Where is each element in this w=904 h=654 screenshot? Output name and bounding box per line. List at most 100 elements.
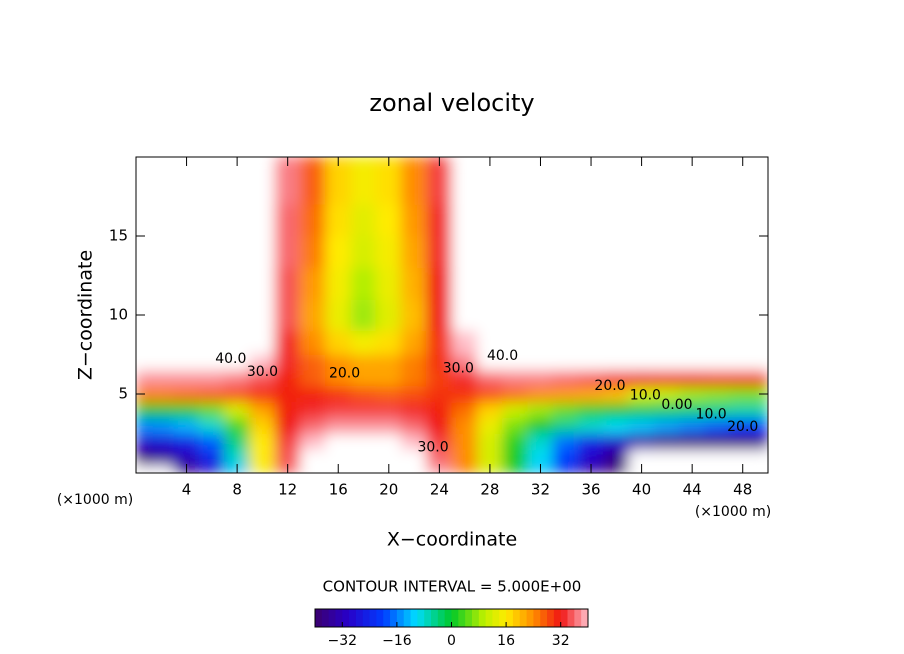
field-cell [400, 433, 428, 450]
field-cell [451, 369, 478, 387]
field-cell [628, 448, 655, 466]
field-cell [426, 417, 453, 434]
field-cell [679, 354, 706, 371]
field-cell [173, 401, 200, 419]
field-cell [426, 433, 453, 450]
field-cell [274, 203, 301, 237]
field-cell [476, 267, 504, 300]
colorbar-swatch [335, 609, 343, 627]
field-cell [249, 401, 276, 419]
colorbar-swatch [471, 609, 480, 627]
field-cell [325, 385, 352, 403]
y-tick-label: 15 [109, 227, 128, 245]
field-cell [136, 433, 150, 450]
field-cell [603, 298, 630, 332]
field-cell [527, 330, 554, 355]
field-cell [400, 385, 428, 403]
field-cell [502, 298, 529, 332]
field-cell [577, 417, 605, 434]
field-cell [577, 354, 605, 371]
colorbar-swatch [458, 609, 466, 627]
field-cell [274, 369, 301, 387]
field-cell [426, 385, 453, 403]
field-cell [476, 172, 504, 205]
field-cell [198, 448, 225, 466]
field-cell [148, 267, 175, 300]
x-axis-label: X−coordinate [387, 529, 517, 551]
field-cell [729, 298, 756, 332]
field-cell [729, 354, 756, 371]
field-cell [426, 448, 453, 466]
field-cell [451, 417, 478, 434]
field-cell [577, 298, 605, 332]
field-cell [502, 330, 529, 355]
field-cell [552, 417, 579, 434]
field-cell [198, 354, 225, 371]
field-cell [173, 172, 200, 205]
field-cell [274, 330, 301, 355]
field-cell [198, 235, 225, 269]
field-cell [148, 464, 175, 473]
field-cell [704, 235, 731, 269]
field-cell [148, 235, 175, 269]
plot-frame [135, 156, 769, 474]
field-cell [198, 298, 225, 332]
field-cell [527, 235, 554, 269]
field-cell [577, 369, 605, 387]
field-cell [400, 267, 428, 300]
field-cell [375, 330, 402, 355]
y-tick-label: 10 [109, 306, 128, 324]
x-tick-label: 16 [329, 481, 348, 499]
field-cell [628, 369, 655, 387]
colorbar-swatch [560, 609, 569, 627]
colorbar-swatch [465, 609, 473, 627]
colorbar-swatch [553, 609, 562, 627]
field-cell [148, 157, 175, 174]
field-cell [274, 417, 301, 434]
field-cell [653, 354, 681, 371]
field-cell [628, 385, 655, 403]
field-cell [476, 369, 504, 387]
field-cell [577, 448, 605, 466]
field-cell [274, 235, 301, 269]
field-cell [249, 464, 276, 473]
field-cell [653, 172, 681, 205]
field-cell [527, 401, 554, 419]
field-cell [198, 433, 225, 450]
field-cell [754, 203, 768, 237]
field-cell [552, 385, 579, 403]
field-cell [426, 354, 453, 371]
field-cell [653, 417, 681, 434]
colorbar-swatch [417, 609, 425, 627]
field-cell [173, 369, 200, 387]
field-cell [451, 433, 478, 450]
field-cell [198, 172, 225, 205]
field-cell [325, 369, 352, 387]
field-cell [350, 267, 377, 300]
field-cell [502, 401, 529, 419]
field-cell [223, 354, 251, 371]
field-cell [527, 172, 554, 205]
field-cell [653, 203, 681, 237]
field-cell [502, 157, 529, 174]
field-cell [375, 433, 402, 450]
x-tick-label: 12 [278, 481, 297, 499]
field-cell [451, 401, 478, 419]
field-cell [628, 433, 655, 450]
field-cell [679, 401, 706, 419]
x-tick-label: 4 [182, 481, 192, 499]
field-cell [426, 298, 453, 332]
colorbar-swatch [396, 609, 405, 627]
field-cell [527, 385, 554, 403]
field-cell [249, 157, 276, 174]
field-cell [502, 417, 529, 434]
field-cell [754, 433, 768, 450]
field-cell [375, 369, 402, 387]
field-cell [502, 448, 529, 466]
field-cell [249, 354, 276, 371]
field-cell [603, 433, 630, 450]
field-cell [325, 298, 352, 332]
field-cell [148, 330, 175, 355]
field-cell [299, 330, 327, 355]
field-cell [274, 448, 301, 466]
